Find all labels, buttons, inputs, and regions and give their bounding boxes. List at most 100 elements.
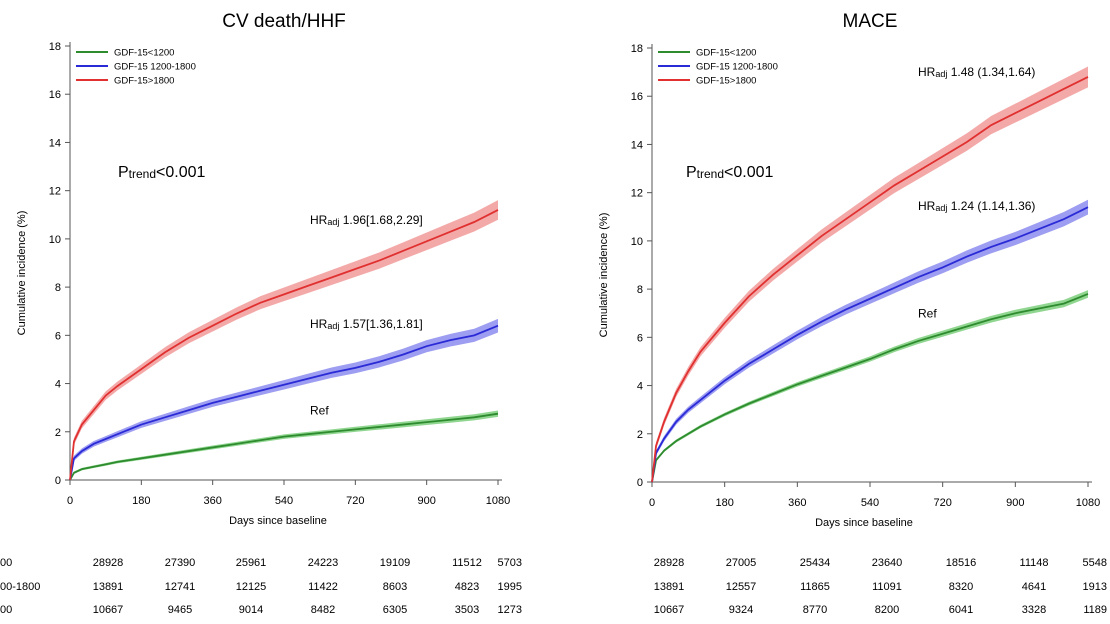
series-line-2 — [651, 76, 1089, 483]
x-tick-label: 900 — [417, 495, 435, 507]
p-trend-annotation: Ptrend<0.001 — [118, 164, 206, 181]
risk-table-cell: 1273 — [498, 604, 522, 616]
legend-entry-1: GDF-15 1200-1800 — [696, 62, 778, 73]
y-tick-label: 4 — [55, 379, 61, 391]
risk-table-cell: 18516 — [946, 557, 977, 569]
label-main: HR — [310, 317, 328, 331]
series-label-1: HRadj 1.24 (1.14,1.36) — [918, 199, 1035, 213]
series-label-0: Ref — [310, 403, 329, 417]
x-tick-label: 0 — [649, 497, 655, 509]
p-rest: <0.001 — [156, 164, 205, 181]
series-label-0: Ref — [918, 307, 937, 321]
y-tick-label: 10 — [631, 236, 643, 248]
x-tick-label: 540 — [275, 495, 293, 507]
label-main: HR — [918, 65, 936, 79]
risk-table-cell: 23640 — [872, 557, 903, 569]
p-trend-annotation: Ptrend<0.001 — [686, 164, 774, 181]
risk-table-cell: 25961 — [236, 557, 267, 569]
risk-table-cell: 11865 — [800, 581, 830, 593]
confidence-band-0 — [70, 410, 498, 480]
risk-table-cell: 24223 — [308, 557, 339, 569]
series-label-2: HRadj 1.96[1.68,2.29] — [310, 213, 423, 227]
series-line-0 — [69, 412, 499, 481]
chart-title: MACE — [843, 11, 898, 32]
label-sub: adj — [935, 69, 947, 79]
risk-table-cell: 1913 — [1083, 581, 1107, 593]
legend-entry-2: GDF-15>1800 — [114, 76, 174, 87]
risk-table-cell: 13891 — [93, 581, 124, 593]
series-label-2: HRadj 1.48 (1.34,1.64) — [918, 65, 1035, 79]
y-axis-label: Cumulative incidence (%) — [16, 211, 28, 336]
x-tick-label: 900 — [1006, 497, 1024, 509]
risk-row-label: 00 — [0, 604, 12, 616]
risk-table-cell: 28928 — [93, 557, 124, 569]
y-tick-label: 12 — [49, 186, 61, 198]
y-tick-label: 16 — [49, 89, 61, 101]
x-tick-label: 360 — [788, 497, 806, 509]
y-tick-label: 10 — [49, 234, 61, 246]
y-axis-label: Cumulative incidence (%) — [598, 213, 610, 338]
risk-row-label: 00 — [0, 557, 12, 569]
label-rest: 1.96[1.68,2.29] — [339, 213, 422, 227]
risk-table-cell: 11148 — [1020, 557, 1049, 569]
legend-entry-0: GDF-15<1200 — [696, 48, 756, 59]
y-tick-label: 6 — [637, 332, 643, 344]
label-rest: 1.57[1.36,1.81] — [339, 317, 422, 331]
risk-table-cell: 10667 — [93, 604, 124, 616]
p-main: P — [118, 164, 129, 181]
chart-title: CV death/HHF — [222, 11, 346, 32]
risk-table-cell: 5703 — [498, 557, 522, 569]
risk-table-cell: 28928 — [654, 557, 685, 569]
risk-table-cell: 5548 — [1083, 557, 1107, 569]
y-tick-label: 0 — [55, 475, 61, 487]
risk-table-cell: 6305 — [383, 604, 407, 616]
risk-table-cell: 19109 — [380, 557, 411, 569]
y-tick-label: 8 — [55, 282, 61, 294]
y-tick-label: 4 — [637, 381, 643, 393]
y-tick-label: 0 — [637, 477, 643, 489]
risk-table-cell: 11422 — [308, 581, 338, 593]
label-sub: adj — [327, 321, 339, 331]
x-axis-label: Days since baseline — [229, 515, 327, 527]
p-sub: trend — [129, 167, 156, 181]
legend-entry-0: GDF-15<1200 — [114, 48, 174, 59]
series-label-1: HRadj 1.57[1.36,1.81] — [310, 317, 423, 331]
p-main: P — [686, 164, 697, 181]
x-tick-label: 0 — [67, 495, 73, 507]
risk-table-cell: 1189 — [1083, 604, 1107, 616]
label-main: Ref — [310, 403, 329, 417]
series-line-1 — [69, 324, 499, 481]
risk-table-cell: 11512 — [452, 557, 482, 569]
y-tick-label: 2 — [637, 429, 643, 441]
risk-table-cell: 8482 — [311, 604, 335, 616]
label-rest: 1.48 (1.34,1.64) — [947, 65, 1035, 79]
series-line-1 — [651, 206, 1089, 483]
x-tick-label: 1080 — [486, 495, 510, 507]
risk-table-cell: 8320 — [949, 581, 973, 593]
risk-table-cell: 1995 — [498, 581, 522, 593]
risk-table-cell: 12125 — [236, 581, 267, 593]
risk-table-cell: 13891 — [654, 581, 685, 593]
risk-table-cell: 9014 — [239, 604, 263, 616]
risk-table-cell: 27390 — [165, 557, 196, 569]
risk-table-cell: 9324 — [729, 604, 753, 616]
confidence-band-2 — [70, 200, 498, 480]
y-tick-label: 18 — [49, 41, 61, 53]
x-tick-label: 180 — [132, 495, 150, 507]
risk-table-cell: 3328 — [1022, 604, 1046, 616]
risk-table-cell: 4641 — [1022, 581, 1046, 593]
confidence-band-0 — [652, 290, 1088, 482]
label-sub: adj — [935, 203, 947, 213]
series-line-0 — [651, 293, 1089, 483]
confidence-band-1 — [652, 199, 1088, 483]
risk-table-cell: 10667 — [654, 604, 685, 616]
risk-table-cell: 12557 — [726, 581, 757, 593]
x-tick-label: 360 — [203, 495, 221, 507]
x-tick-label: 180 — [715, 497, 733, 509]
risk-table-cell: 11091 — [872, 581, 902, 593]
confidence-band-2 — [652, 66, 1088, 482]
risk-table-cell: 9465 — [168, 604, 192, 616]
